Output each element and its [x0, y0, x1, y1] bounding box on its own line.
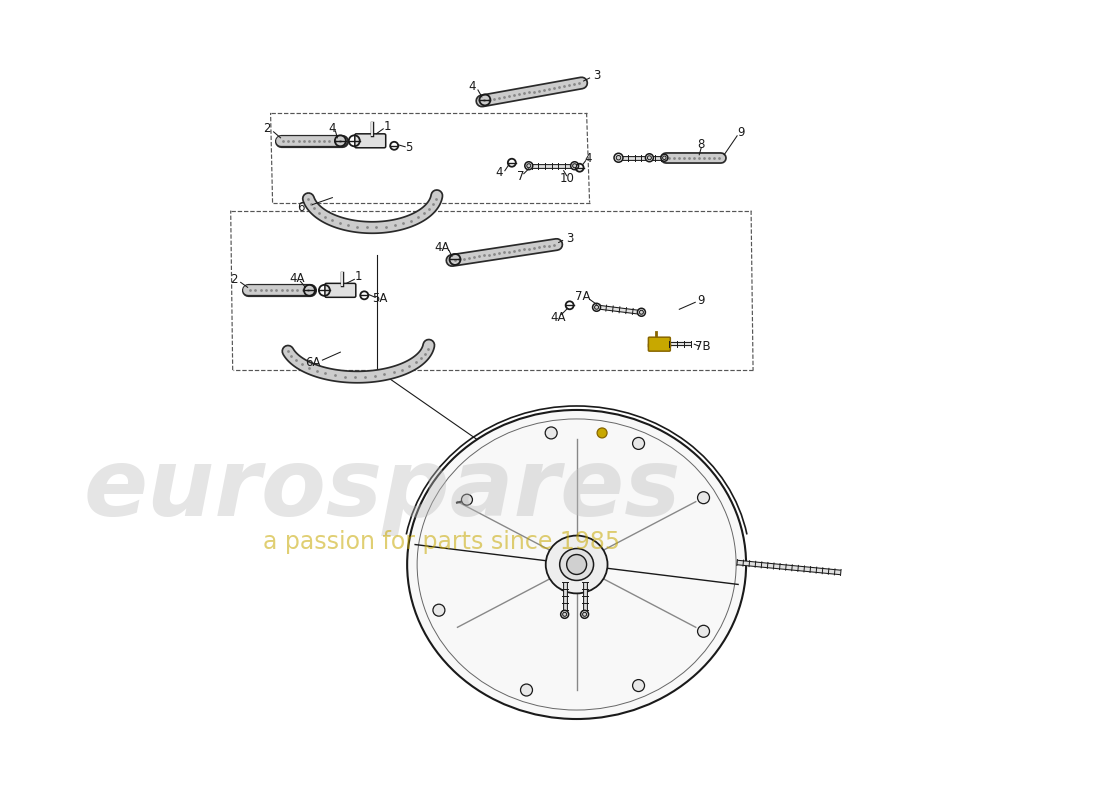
Circle shape: [525, 162, 532, 170]
Ellipse shape: [560, 549, 594, 581]
Circle shape: [637, 308, 646, 316]
Text: 2: 2: [230, 273, 238, 286]
Circle shape: [661, 154, 668, 162]
Text: 3: 3: [566, 232, 573, 245]
Circle shape: [648, 156, 651, 160]
Text: 3: 3: [593, 69, 601, 82]
Text: 4: 4: [585, 152, 592, 166]
Text: 8: 8: [697, 138, 705, 151]
Circle shape: [433, 604, 444, 616]
Text: 4: 4: [469, 81, 475, 94]
FancyBboxPatch shape: [324, 283, 355, 298]
Circle shape: [462, 494, 472, 505]
Circle shape: [697, 492, 710, 504]
Circle shape: [527, 164, 531, 168]
Text: 10: 10: [559, 172, 574, 185]
Ellipse shape: [407, 410, 746, 719]
Circle shape: [593, 303, 601, 311]
Text: 5A: 5A: [373, 292, 388, 305]
Text: 2: 2: [263, 122, 271, 135]
Text: 9: 9: [737, 126, 745, 139]
FancyBboxPatch shape: [648, 337, 670, 351]
Circle shape: [561, 610, 569, 618]
Text: 7B: 7B: [695, 340, 711, 353]
Text: eurospares: eurospares: [84, 444, 681, 536]
Text: 5: 5: [406, 142, 412, 154]
Circle shape: [595, 306, 598, 310]
Text: 7A: 7A: [575, 290, 591, 303]
Text: 9: 9: [697, 294, 705, 307]
Text: 6: 6: [297, 201, 305, 214]
Circle shape: [546, 427, 558, 439]
Text: a passion for parts since 1985: a passion for parts since 1985: [264, 530, 620, 554]
Circle shape: [632, 679, 645, 691]
Circle shape: [581, 610, 589, 618]
Circle shape: [520, 684, 532, 696]
Text: 4: 4: [495, 166, 503, 179]
Circle shape: [646, 154, 653, 162]
Text: 4: 4: [329, 122, 337, 135]
Circle shape: [566, 554, 586, 574]
Text: 1: 1: [354, 270, 362, 283]
Circle shape: [632, 438, 645, 450]
Circle shape: [639, 310, 643, 314]
Text: 1: 1: [384, 120, 390, 134]
Ellipse shape: [546, 535, 607, 594]
FancyBboxPatch shape: [355, 134, 386, 148]
Text: 4A: 4A: [289, 272, 305, 285]
Circle shape: [583, 612, 586, 616]
Circle shape: [573, 164, 576, 168]
Text: 6A: 6A: [305, 356, 320, 369]
Text: 7: 7: [517, 170, 525, 183]
Circle shape: [597, 428, 607, 438]
Circle shape: [616, 155, 620, 160]
Circle shape: [614, 154, 623, 162]
Text: 4A: 4A: [434, 241, 450, 254]
Circle shape: [571, 162, 579, 170]
Circle shape: [563, 612, 566, 616]
Circle shape: [697, 626, 710, 638]
Text: 4A: 4A: [550, 310, 565, 324]
Circle shape: [662, 156, 667, 159]
